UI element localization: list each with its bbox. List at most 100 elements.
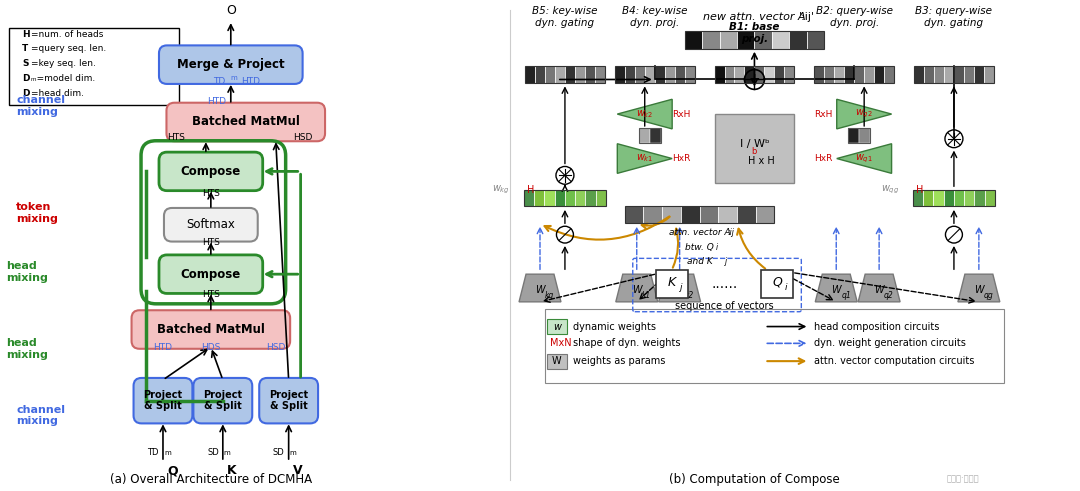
Bar <box>845 66 854 83</box>
Bar <box>625 207 774 223</box>
Bar <box>914 66 994 83</box>
Bar <box>725 66 734 83</box>
Text: Batched MatMul: Batched MatMul <box>192 115 299 129</box>
Text: :ij: :ij <box>728 228 734 237</box>
Text: B1: base
proj.: B1: base proj. <box>729 22 780 44</box>
Text: RxH: RxH <box>672 109 690 118</box>
Bar <box>702 31 719 49</box>
Bar <box>555 66 565 83</box>
Bar <box>546 319 567 334</box>
Text: D: D <box>23 74 30 83</box>
Text: Merge & Project: Merge & Project <box>177 58 285 71</box>
Text: I / Wᵇ: I / Wᵇ <box>740 139 769 149</box>
Text: =head dim.: =head dim. <box>31 89 84 98</box>
Text: B2: query-wise
dyn. proj.: B2: query-wise dyn. proj. <box>815 6 893 28</box>
Text: (b) Computation of Compose: (b) Computation of Compose <box>670 473 840 486</box>
Text: and K: and K <box>687 257 713 266</box>
Text: m: m <box>224 450 230 456</box>
Bar <box>860 129 870 143</box>
Bar <box>546 354 567 369</box>
Bar <box>625 207 644 223</box>
Text: ......: ...... <box>712 277 738 291</box>
Bar <box>755 31 772 49</box>
Bar <box>715 66 795 83</box>
Text: K: K <box>667 275 676 289</box>
Text: $w_{q1}$: $w_{q1}$ <box>855 152 873 165</box>
Text: HSD: HSD <box>266 343 285 352</box>
Text: TD: TD <box>148 448 159 457</box>
Bar <box>737 207 756 223</box>
Bar <box>755 66 765 83</box>
Text: W: W <box>875 285 883 295</box>
Text: btw. Q: btw. Q <box>685 243 714 252</box>
Bar <box>744 66 755 83</box>
Text: Q: Q <box>772 275 782 289</box>
Bar <box>944 190 954 207</box>
Text: D: D <box>23 89 30 98</box>
Bar <box>638 129 661 143</box>
Text: H x H: H x H <box>748 156 774 165</box>
Bar <box>913 190 923 207</box>
Bar <box>524 190 535 207</box>
Bar <box>784 66 795 83</box>
Text: q2: q2 <box>885 292 894 300</box>
Bar <box>789 31 807 49</box>
Bar <box>10 28 179 105</box>
Bar <box>525 66 535 83</box>
Polygon shape <box>659 274 701 302</box>
Text: B5: key-wise
dyn. gating: B5: key-wise dyn. gating <box>532 6 597 28</box>
Bar <box>874 66 885 83</box>
Text: W: W <box>552 356 562 366</box>
Bar <box>535 190 544 207</box>
Bar <box>814 66 824 83</box>
Bar <box>864 66 874 83</box>
Bar <box>913 190 995 207</box>
Bar <box>734 66 744 83</box>
Text: channel
mixing: channel mixing <box>16 95 66 117</box>
Bar <box>700 207 718 223</box>
Bar <box>715 114 795 183</box>
Polygon shape <box>815 274 858 302</box>
Text: dynamic weights: dynamic weights <box>572 322 656 331</box>
Text: MxN: MxN <box>550 338 571 348</box>
Bar <box>756 207 774 223</box>
Text: =query seq. len.: =query seq. len. <box>31 44 107 54</box>
Text: +: + <box>748 73 760 86</box>
Polygon shape <box>837 144 892 173</box>
Text: W: W <box>675 285 685 295</box>
Text: $w_{q2}$: $w_{q2}$ <box>855 108 873 120</box>
Bar <box>535 66 545 83</box>
Bar <box>933 190 944 207</box>
Text: TD: TD <box>214 77 226 86</box>
Text: $w_{k2}$: $w_{k2}$ <box>636 108 653 120</box>
Text: HSD: HSD <box>293 133 312 142</box>
Text: T: T <box>23 44 28 54</box>
Bar <box>854 66 864 83</box>
Bar <box>761 270 794 298</box>
Bar <box>954 190 964 207</box>
Bar <box>615 66 625 83</box>
Text: =key seq. len.: =key seq. len. <box>31 59 96 68</box>
Bar <box>625 66 635 83</box>
Polygon shape <box>618 144 672 173</box>
Bar <box>644 207 662 223</box>
Bar <box>914 66 924 83</box>
Text: W: W <box>974 285 984 295</box>
Bar <box>645 66 654 83</box>
Bar <box>638 129 650 143</box>
Polygon shape <box>958 274 1000 302</box>
Text: 公众号·量子位: 公众号·量子位 <box>946 475 978 484</box>
Text: W: W <box>832 285 841 295</box>
Text: V: V <box>293 464 302 477</box>
Text: O: O <box>226 4 235 17</box>
Text: i: i <box>716 243 718 252</box>
Bar <box>615 66 694 83</box>
Polygon shape <box>618 99 672 129</box>
Bar <box>650 129 661 143</box>
Text: ':ij': ':ij' <box>799 12 815 22</box>
Bar <box>964 66 974 83</box>
Text: H: H <box>527 185 535 195</box>
Text: ₘ=model dim.: ₘ=model dim. <box>31 74 95 83</box>
Bar <box>680 207 700 223</box>
FancyBboxPatch shape <box>134 378 192 423</box>
